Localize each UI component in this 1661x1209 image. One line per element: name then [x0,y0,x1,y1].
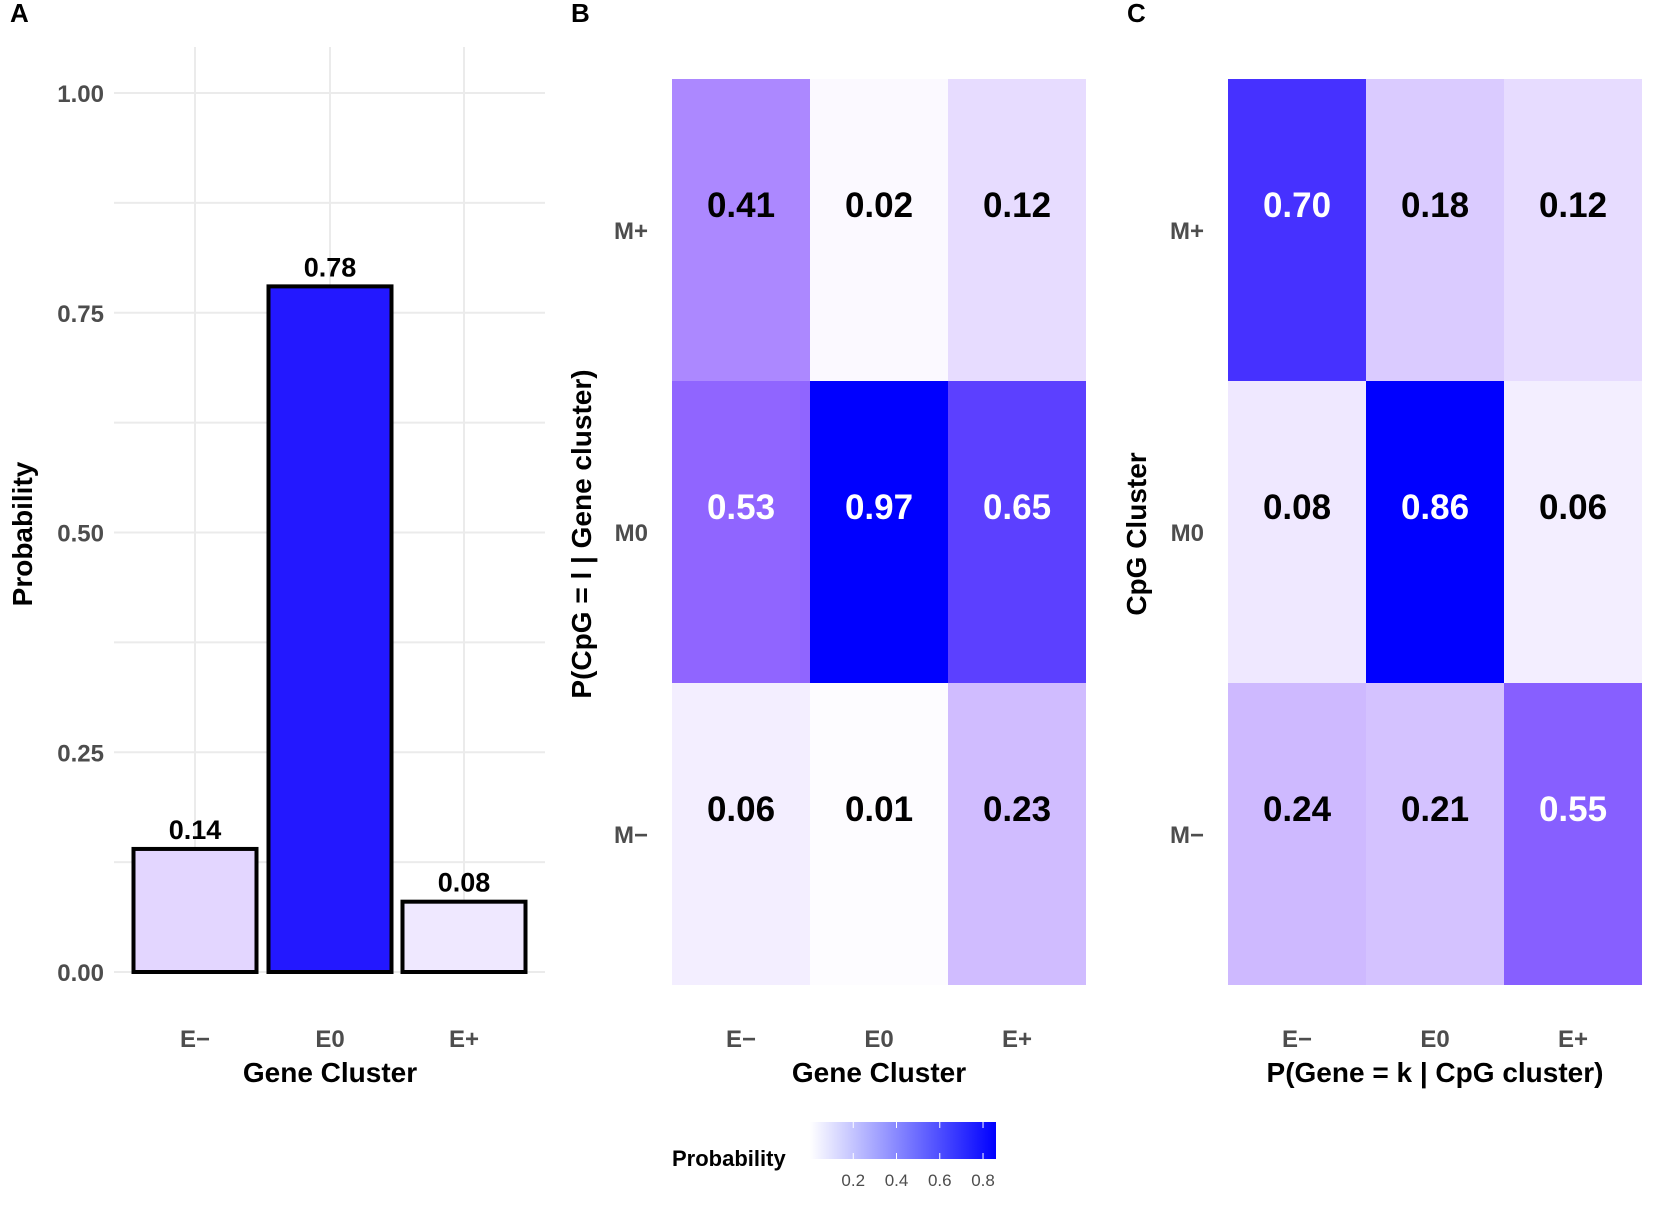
x-tick-label: E− [1282,1026,1312,1053]
heatmap-cell [810,79,948,381]
bar [131,846,259,974]
heatmap-cell [1504,683,1642,985]
x-tick-label: E+ [1002,1026,1032,1053]
panel-c-y-axis-title: CpG Cluster [1121,452,1152,615]
panel-b-x-ticks: E− E0 E+ [726,1026,1032,1053]
cell-value-label: 0.24 [1263,790,1332,829]
heatmap-cell [1366,381,1504,683]
heatmap-cell [1504,79,1642,381]
panel-a-y-axis-title: Probability [7,461,38,606]
heatmap-cell [810,683,948,985]
x-tick-label: E− [180,1026,210,1053]
heatmap-cell [1504,381,1642,683]
cell-value-label: 0.41 [707,186,775,225]
heatmap-cell [1366,683,1504,985]
bar-value-label: 0.78 [304,252,357,282]
panel-a-y-ticks: 0.00 0.25 0.50 0.75 1.00 [57,81,104,987]
y-tick-label: M− [1170,822,1204,849]
x-tick-label: E0 [315,1026,344,1053]
cell-value-label: 0.08 [1263,488,1331,527]
x-tick-label: E− [726,1026,756,1053]
x-tick-label: E+ [449,1026,479,1053]
cell-value-label: 0.70 [1263,186,1331,225]
bar [266,284,394,974]
y-tick-label: M− [614,822,648,849]
cell-value-label: 0.55 [1539,790,1607,829]
x-tick-label: E+ [1558,1026,1588,1053]
x-tick-label: E0 [864,1026,893,1053]
panel-c-y-ticks: M+ M0 M− [1170,218,1204,849]
legend-title: Probability [672,1146,786,1171]
y-tick-label: 1.00 [57,81,104,108]
heatmap-cell [810,381,948,683]
panel-a-bar-chart: 0.00 0.25 0.50 0.75 1.00 0.14 0.78 0.08 E− E0 E+… [7,47,545,1088]
legend-color-bar [810,1122,996,1159]
panel-label-c: C [1127,0,1146,28]
heatmap-cell [672,381,810,683]
y-tick-label: 0.75 [57,301,104,328]
y-tick-label: 0.50 [57,521,104,548]
y-tick-label: M0 [615,520,648,547]
y-tick-label: M0 [1171,520,1204,547]
legend-tick-label: 0.2 [841,1171,865,1190]
heatmap-cell [948,381,1086,683]
panel-c-x-axis-title: P(Gene = k | CpG cluster) [1267,1057,1604,1088]
heatmap-cell [1228,683,1366,985]
cell-value-label: 0.12 [1539,186,1607,225]
panel-c-x-ticks: E− E0 E+ [1282,1026,1588,1053]
bar [400,899,528,974]
legend-ticks: 0.2 0.4 0.6 0.8 [841,1122,995,1190]
panel-c-cells: 0.70 0.18 0.12 0.08 0.86 0.06 0.24 0.21 0.55 [1228,79,1642,985]
panel-b-cells: 0.41 0.02 0.12 0.53 0.97 0.65 0.06 0.01 0.23 [672,79,1086,985]
legend-tick-label: 0.4 [885,1171,909,1190]
cell-value-label: 0.97 [845,488,913,527]
legend-tick-label: 0.8 [971,1171,995,1190]
panel-c-heatmap: 0.70 0.18 0.120.08 0.86 0.060.24 0.21 0.55 E− E… [1121,79,1642,1088]
bar-value-label: 0.08 [438,868,491,898]
y-tick-label: 0.00 [57,960,104,987]
heatmap-cell [672,79,810,381]
panel-a-x-axis-title: Gene Cluster [243,1057,417,1088]
heatmap-cell [1228,381,1366,683]
color-legend: Probability 0.2 0.4 0.6 0.8 [672,1122,996,1190]
cell-value-label: 0.12 [983,186,1051,225]
heatmap-cell [1228,79,1366,381]
cell-value-label: 0.06 [1539,488,1607,527]
legend-tick-label: 0.6 [928,1171,952,1190]
bar-value-label: 0.14 [169,815,222,845]
panel-label-a: A [10,0,29,28]
y-tick-label: M+ [1170,218,1204,245]
panel-b-heatmap: 0.41 0.02 0.120.53 0.97 0.650.06 0.01 0.23 E− E… [566,79,1086,1088]
panel-b-y-ticks: M+ M0 M− [614,218,648,849]
cell-value-label: 0.23 [983,790,1051,829]
cell-value-label: 0.01 [845,790,913,829]
panel-a-bars: 0.14 0.78 0.08 [131,252,528,974]
y-tick-label: M+ [614,218,648,245]
cell-value-label: 0.06 [707,790,775,829]
cell-value-label: 0.18 [1401,186,1469,225]
panel-b-y-axis-title: P(CpG = l | Gene cluster) [566,369,597,698]
panel-a-x-ticks: E− E0 E+ [180,1026,479,1053]
cell-value-label: 0.02 [845,186,913,225]
y-tick-label: 0.25 [57,740,104,767]
panel-b-x-axis-title: Gene Cluster [792,1057,966,1088]
heatmap-cell [948,683,1086,985]
cell-value-label: 0.53 [707,488,775,527]
heatmap-cell [1366,79,1504,381]
heatmap-cell [672,683,810,985]
cell-value-label: 0.21 [1401,790,1469,829]
x-tick-label: E0 [1420,1026,1449,1053]
cell-value-label: 0.65 [983,488,1051,527]
cell-value-label: 0.86 [1401,488,1469,527]
heatmap-cell [948,79,1086,381]
panel-label-b: B [571,0,590,28]
